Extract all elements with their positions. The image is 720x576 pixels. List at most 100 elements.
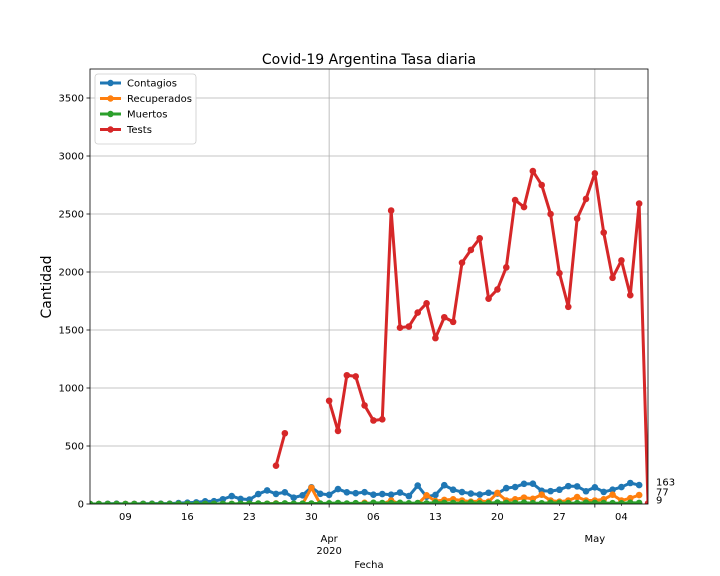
data-point-contagios <box>573 483 581 490</box>
data-point-contagios <box>556 486 563 494</box>
data-point-recuperados <box>609 491 616 499</box>
x-tick-label: 04 <box>615 512 628 523</box>
series-line-tests <box>274 431 287 468</box>
end-value-label: 77 <box>656 488 669 499</box>
data-point-tests <box>582 195 590 203</box>
x-tick-label: 30 <box>305 512 318 523</box>
data-point-contagios <box>352 489 360 497</box>
data-point-contagios <box>272 490 280 498</box>
data-point-contagios <box>547 487 554 495</box>
data-point-tests <box>325 397 333 405</box>
data-point-contagios <box>600 488 608 496</box>
data-point-contagios <box>325 491 333 499</box>
legend-marker-tests <box>107 126 114 133</box>
data-point-muertos <box>582 499 590 504</box>
data-point-tests <box>547 210 554 218</box>
data-point-muertos <box>591 499 599 504</box>
data-point-muertos <box>361 500 368 504</box>
data-point-tests <box>609 274 616 282</box>
data-point-muertos <box>90 500 94 504</box>
data-point-muertos <box>387 499 395 504</box>
data-point-recuperados <box>626 494 634 502</box>
data-point-muertos <box>618 500 625 504</box>
data-point-tests <box>476 235 484 242</box>
data-point-contagios <box>564 482 572 490</box>
data-point-contagios <box>290 494 298 501</box>
data-point-muertos <box>626 499 634 504</box>
data-point-recuperados <box>635 491 643 499</box>
data-point-muertos <box>308 500 315 504</box>
data-point-recuperados <box>573 493 581 501</box>
x-tick-label: 16 <box>181 512 194 523</box>
data-point-tests <box>467 246 475 254</box>
data-point-muertos <box>556 499 563 504</box>
data-point-contagios <box>237 495 244 503</box>
data-point-tests <box>618 257 625 264</box>
series-tests <box>272 167 648 504</box>
data-point-muertos <box>352 499 360 504</box>
y-tick-label: 500 <box>65 442 84 453</box>
data-point-muertos <box>440 499 448 504</box>
data-point-muertos <box>405 500 413 504</box>
data-point-muertos <box>113 500 120 504</box>
data-point-muertos <box>210 500 218 504</box>
end-value-label: 163 <box>656 478 675 489</box>
data-point-muertos <box>334 499 342 504</box>
data-point-muertos <box>449 499 457 504</box>
x-tick-label: 09 <box>119 512 132 523</box>
data-point-muertos <box>290 500 298 504</box>
data-point-tests <box>564 303 572 311</box>
data-point-contagios <box>591 483 599 491</box>
data-point-tests <box>449 318 457 326</box>
data-point-muertos <box>370 499 377 504</box>
series-layer <box>90 167 648 504</box>
data-point-muertos <box>467 499 475 504</box>
data-point-contagios <box>299 492 306 499</box>
data-point-contagios <box>281 488 289 496</box>
data-point-tests <box>378 416 386 423</box>
data-point-muertos <box>175 500 182 504</box>
data-point-muertos <box>139 500 147 504</box>
data-point-tests <box>440 313 448 321</box>
data-point-tests <box>352 373 360 380</box>
data-point-tests <box>272 462 280 470</box>
data-point-muertos <box>547 499 554 504</box>
data-point-muertos <box>502 499 510 504</box>
data-point-contagios <box>609 486 616 494</box>
data-point-contagios <box>396 489 404 496</box>
data-point-muertos <box>343 500 351 504</box>
data-point-tests <box>361 402 368 409</box>
data-point-contagios <box>378 490 386 498</box>
y-tick-label: 1000 <box>59 384 84 395</box>
data-point-muertos <box>378 499 386 504</box>
data-point-recuperados <box>308 484 315 492</box>
data-point-muertos <box>511 499 519 504</box>
data-point-contagios <box>635 481 643 489</box>
data-point-contagios <box>343 488 351 496</box>
data-point-tests <box>591 170 599 177</box>
data-point-muertos <box>396 499 404 504</box>
data-point-muertos <box>635 499 643 504</box>
y-tick-label: 2000 <box>59 268 84 279</box>
data-point-tests <box>281 429 289 437</box>
data-point-tests <box>573 215 581 222</box>
y-tick-label: 2500 <box>59 210 84 221</box>
data-point-tests <box>343 371 351 379</box>
data-point-muertos <box>157 500 165 504</box>
data-point-muertos <box>414 499 422 504</box>
axes-frame <box>89 68 649 505</box>
y-tick-label: 0 <box>78 500 84 511</box>
data-point-recuperados <box>538 491 546 499</box>
data-point-muertos <box>219 500 227 504</box>
data-point-muertos <box>246 500 253 504</box>
legend-label-tests: Tests <box>126 125 152 136</box>
data-point-tests <box>387 207 395 214</box>
data-point-contagios <box>458 488 466 496</box>
data-point-muertos <box>272 500 280 504</box>
data-point-contagios <box>414 482 422 489</box>
legend-marker-muertos <box>107 110 114 118</box>
data-point-tests <box>635 200 643 207</box>
data-point-muertos <box>529 499 537 504</box>
y-tick-label: 3000 <box>59 152 84 163</box>
